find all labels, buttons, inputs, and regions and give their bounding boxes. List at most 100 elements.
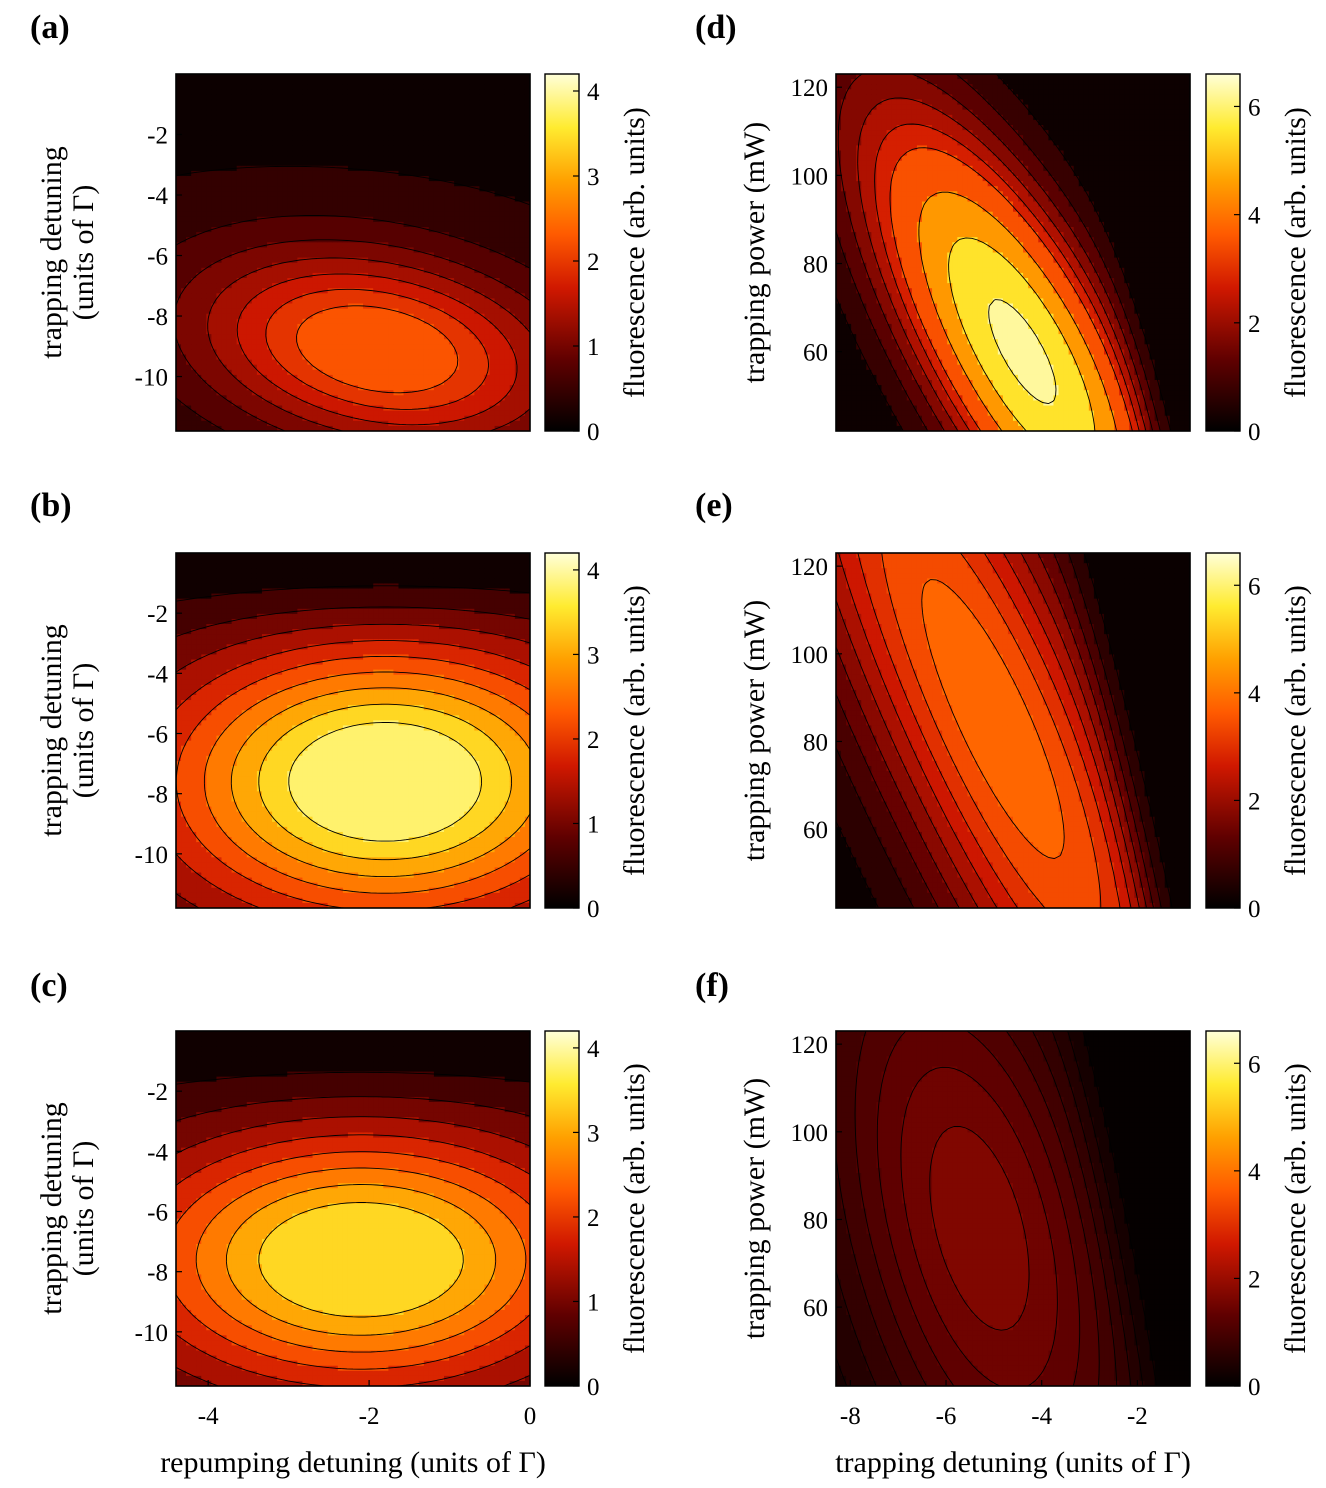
y-axis-label: trapping power (mW) — [738, 600, 771, 862]
colorbar-label: fluorescence (arb. units) — [1279, 1063, 1312, 1354]
y-tick-label: -4 — [147, 183, 168, 210]
colorbar-tick-label: 0 — [587, 896, 600, 923]
y-axis-label: trapping power (mW) — [738, 1078, 771, 1340]
contour-field-c — [176, 1031, 530, 1386]
colorbar-tick-label: 4 — [587, 558, 600, 585]
panel-label-f: (f) — [695, 967, 729, 1004]
colorbar-c — [544, 1030, 580, 1387]
y-tick-label: -10 — [135, 1320, 168, 1347]
axes-frame-c — [175, 1030, 531, 1387]
panel-label-e: (e) — [695, 487, 733, 524]
panel-label-c: (c) — [30, 967, 68, 1004]
y-tick-label: 80 — [803, 252, 828, 279]
colorbar-tick-label: 3 — [587, 1120, 600, 1147]
x-tick-label: -2 — [359, 1403, 380, 1430]
panel-label-d: (d) — [695, 9, 737, 46]
colorbar-tick-label: 1 — [587, 334, 600, 361]
colorbar-tick-label: 2 — [1248, 1266, 1261, 1293]
colorbar-tick-label: 6 — [1248, 94, 1261, 121]
y-tick-label: 60 — [803, 1295, 828, 1322]
colorbar-label: fluorescence (arb. units) — [618, 1063, 651, 1354]
colorbar-tick-label: 6 — [1248, 1051, 1261, 1078]
axes-frame-d — [835, 73, 1191, 432]
panel-e: (e) 60 80 100 120 trapping power (mW) 0 2 4 6 fluo… — [695, 487, 1312, 923]
y-tick-label: -2 — [147, 1079, 168, 1106]
colorbar-tick-label: 3 — [587, 164, 600, 191]
panel-d: (d) 60 80 100 120 trapping power (mW) 0 2 4 6 fluo… — [695, 9, 1312, 446]
y-tick-label: -6 — [147, 1200, 168, 1227]
y-tick-label: 120 — [791, 1032, 829, 1059]
y-tick-label: -6 — [147, 244, 168, 271]
colorbar-tick-label: 2 — [1248, 311, 1261, 338]
colorbar-label: fluorescence (arb. units) — [618, 107, 651, 398]
y-tick-label: -8 — [147, 304, 168, 331]
axes-frame-a — [175, 73, 531, 432]
x-tick-label: -2 — [1127, 1403, 1148, 1430]
x-tick-label: -4 — [198, 1403, 219, 1430]
colorbar-label: fluorescence (arb. units) — [1279, 107, 1312, 398]
contour-field-d — [836, 74, 1190, 431]
colorbar-tick-label: 0 — [587, 1374, 600, 1401]
y-tick-label: 120 — [791, 75, 829, 102]
contour-lines-a — [176, 165, 530, 431]
contour-lines-b — [176, 585, 530, 908]
colorbar-tick-label: 1 — [587, 811, 600, 838]
colorbar-e — [1205, 552, 1241, 909]
x-axis-label: trapping detuning (units of Γ) — [835, 1446, 1191, 1479]
panel-label-b: (b) — [30, 487, 72, 524]
y-tick-label: -10 — [135, 842, 168, 869]
colorbar-b — [544, 552, 580, 909]
x-tick-label: -4 — [1031, 1403, 1052, 1430]
colorbar-tick-label: 2 — [587, 727, 600, 754]
colorbar-tick-label: 0 — [1248, 419, 1261, 446]
axes-frame-f — [835, 1030, 1191, 1387]
colorbar-tick-label: 6 — [1248, 573, 1261, 600]
colorbar-label: fluorescence (arb. units) — [618, 585, 651, 876]
panel-label-a: (a) — [30, 9, 70, 46]
colorbar-tick-label: 1 — [587, 1289, 600, 1316]
x-tick-label: 0 — [524, 1403, 537, 1430]
colorbar-tick-label: 0 — [1248, 1374, 1261, 1401]
y-tick-label: 100 — [791, 642, 829, 669]
colorbar-tick-label: 2 — [587, 249, 600, 276]
y-tick-label: 100 — [791, 163, 829, 190]
colorbar-tick-label: 4 — [1248, 681, 1261, 708]
panel-a: (a) -2 -4 -6 -8 -10 trapping detuning (units of… — [30, 9, 651, 446]
x-axis-label: repumping detuning (units of Γ) — [160, 1446, 546, 1479]
y-tick-label: 80 — [803, 729, 828, 756]
y-tick-label: -8 — [147, 1260, 168, 1287]
y-tick-label: 60 — [803, 817, 828, 844]
y-tick-label: -2 — [147, 123, 168, 150]
y-axis-label: trapping detuning — [35, 624, 68, 836]
y-tick-label: 80 — [803, 1207, 828, 1234]
colorbar-tick-label: 2 — [1248, 788, 1261, 815]
contour-lines-f — [836, 1031, 1158, 1386]
contour-lines-c — [176, 1071, 530, 1386]
colorbar-tick-label: 3 — [587, 642, 600, 669]
contour-field-e — [836, 553, 1190, 908]
contour-field-b — [176, 553, 530, 908]
y-tick-label: -6 — [147, 722, 168, 749]
y-tick-label: -2 — [147, 601, 168, 628]
colorbar-d — [1205, 73, 1241, 432]
y-tick-label: 60 — [803, 340, 828, 367]
panel-b: (b) -2 -4 -6 -8 -10 trapping detuning (units of… — [30, 487, 651, 923]
colorbar-f — [1205, 1030, 1241, 1387]
y-axis-label: trapping detuning — [35, 146, 68, 358]
y-tick-label: -10 — [135, 365, 168, 392]
y-tick-label: 100 — [791, 1120, 829, 1147]
colorbar-tick-label: 0 — [1248, 896, 1261, 923]
y-tick-label: 120 — [791, 554, 829, 581]
axes-frame-e — [835, 552, 1191, 909]
x-tick-label: -8 — [840, 1403, 861, 1430]
contour-lines-e — [836, 553, 1173, 908]
x-tick-label: -6 — [936, 1403, 957, 1430]
contour-field-f — [836, 1031, 1190, 1386]
colorbar-tick-label: 2 — [587, 1205, 600, 1232]
y-axis-label: trapping power (mW) — [738, 122, 771, 384]
y-tick-label: -4 — [147, 1139, 168, 1166]
colorbar-tick-label: 4 — [1248, 203, 1261, 230]
colorbar-tick-label: 4 — [1248, 1159, 1261, 1186]
